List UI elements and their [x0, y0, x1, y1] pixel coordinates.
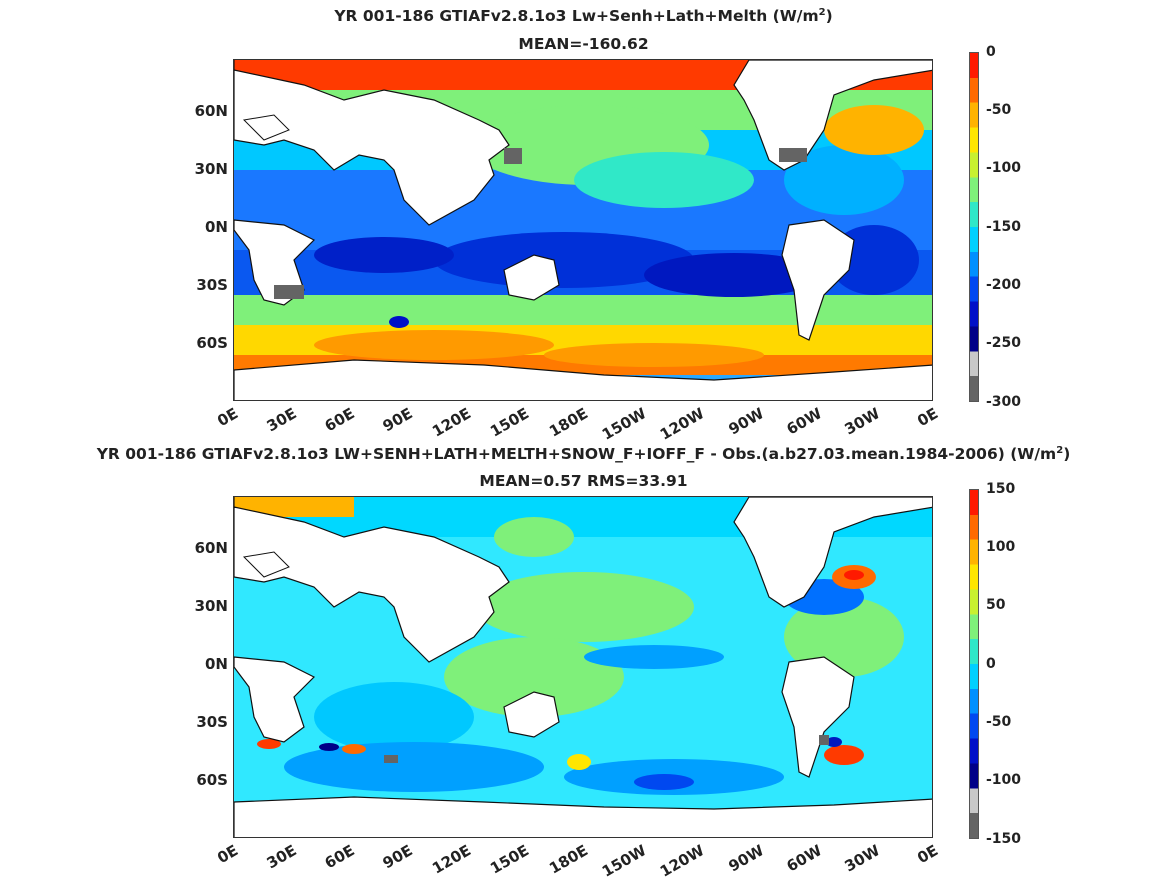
p2-lon-label-12: 0E	[914, 841, 942, 868]
p1-lat-label-30n: 30N	[194, 160, 228, 178]
p2-lon-label-7: 150W	[599, 841, 650, 881]
p1-lon-label-9: 90W	[725, 404, 767, 439]
p1-lon-label-6: 180E	[546, 404, 592, 441]
p2-lon-label-10: 60W	[783, 841, 825, 876]
p2-cbar-label-3: 0	[986, 656, 996, 672]
panel1-title: YR 001-186 GTIAFv2.8.1o3 Lw+Senh+Lath+Me…	[334, 6, 833, 25]
p1-lon-label-5: 150E	[487, 404, 533, 441]
p1-lon-label-8: 120W	[657, 404, 708, 444]
panel1-stats: MEAN=-160.62	[518, 35, 649, 53]
p2-lat-label-60n: 60N	[194, 539, 228, 557]
p1-cbar-label-6: -300	[986, 394, 1022, 410]
p1-cbar-label-4: -200	[986, 277, 1022, 293]
p1-lon-label-0: 0E	[214, 404, 242, 431]
p1-lon-label-1: 30E	[263, 404, 300, 436]
p2-lat-label-0n: 0N	[205, 655, 228, 673]
p1-cbar-label-2: -100	[986, 160, 1022, 176]
p1-cbar-label-1: -50	[986, 102, 1012, 118]
p2-cbar-label-4: -50	[986, 714, 1012, 730]
p2-lon-label-3: 90E	[379, 841, 416, 873]
p2-colorbar	[969, 489, 979, 839]
p2-cbar-label-6: -150	[986, 831, 1022, 847]
p1-lon-label-4: 120E	[429, 404, 475, 441]
p2-lon-label-1: 30E	[263, 841, 300, 873]
p2-cbar-label-2: 50	[986, 597, 1006, 613]
p1-lon-label-2: 60E	[321, 404, 358, 436]
panel2-title: YR 001-186 GTIAFv2.8.1o3 LW+SENH+LATH+ME…	[96, 444, 1071, 463]
p2-cbar-label-5: -100	[986, 772, 1022, 788]
p1-lat-label-0n: 0N	[205, 218, 228, 236]
p1-lon-label-3: 90E	[379, 404, 416, 436]
p2-cbar-label-1: 100	[986, 539, 1016, 555]
p1-cbar-label-5: -250	[986, 335, 1022, 351]
p2-lat-label-30n: 30N	[194, 597, 228, 615]
p1-cbar-label-0: 0	[986, 44, 996, 60]
p2-lon-label-8: 120W	[657, 841, 708, 881]
p1-lat-label-30s: 30S	[196, 276, 228, 294]
p1-lat-label-60n: 60N	[194, 102, 228, 120]
panel2-map	[233, 496, 933, 838]
p2-lon-label-0: 0E	[214, 841, 242, 868]
p1-lon-label-10: 60W	[783, 404, 825, 439]
p2-lat-label-60s: 60S	[196, 771, 228, 789]
p2-cbar-label-0: 150	[986, 481, 1016, 497]
p1-lon-label-12: 0E	[914, 404, 942, 431]
p2-lon-label-11: 30W	[841, 841, 883, 876]
p2-lat-label-30s: 30S	[196, 713, 228, 731]
panel1-map	[233, 59, 933, 401]
p1-cbar-label-3: -150	[986, 219, 1022, 235]
p2-lon-label-5: 150E	[487, 841, 533, 878]
p1-colorbar	[969, 52, 979, 402]
p2-lon-label-2: 60E	[321, 841, 358, 873]
p1-lon-label-11: 30W	[841, 404, 883, 439]
p1-lon-label-7: 150W	[599, 404, 650, 444]
panel2-stats: MEAN=0.57 RMS=33.91	[479, 472, 688, 490]
p2-lon-label-6: 180E	[546, 841, 592, 878]
p2-lon-label-4: 120E	[429, 841, 475, 878]
p1-lat-label-60s: 60S	[196, 334, 228, 352]
p2-lon-label-9: 90W	[725, 841, 767, 876]
